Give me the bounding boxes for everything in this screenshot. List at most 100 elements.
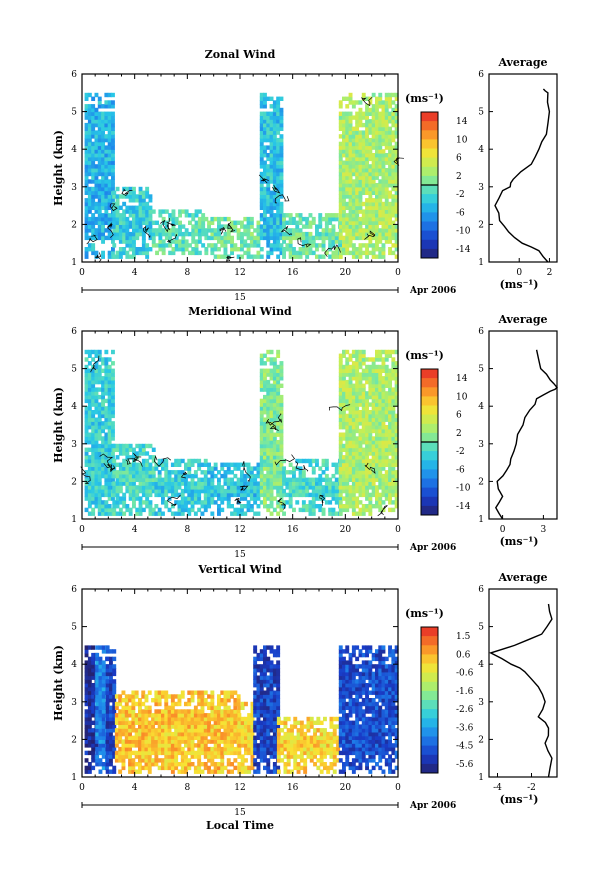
heatmap-cell <box>107 496 112 501</box>
heatmap-cell <box>368 492 373 498</box>
heatmap-cell <box>107 391 112 396</box>
heatmap-cell <box>381 387 386 392</box>
heatmap-cell <box>148 235 153 241</box>
heatmap-cell <box>375 164 379 169</box>
heatmap-cell <box>342 183 346 188</box>
heatmap-cell <box>292 235 296 241</box>
colorbar-swatch <box>421 185 438 195</box>
heatmap-cell <box>87 171 92 177</box>
heatmap-cell <box>388 402 392 407</box>
heatmap-cell <box>276 387 281 392</box>
heatmap-cell <box>371 376 376 381</box>
heatmap-cell <box>207 477 211 482</box>
heatmap-cell <box>338 145 343 150</box>
heatmap-cell <box>138 462 143 467</box>
heatmap-cell <box>230 243 234 248</box>
heatmap-cell <box>394 488 399 494</box>
heatmap-cell <box>331 235 336 241</box>
heatmap-cell <box>345 492 350 498</box>
heatmap-cell <box>361 186 366 192</box>
heatmap-cell <box>263 149 267 154</box>
x-tick-label: 0 <box>395 268 401 278</box>
heatmap-cell <box>381 201 386 207</box>
heatmap-cell <box>263 224 267 229</box>
heatmap-cell <box>324 231 329 237</box>
colorbar-tick-label: -6 <box>456 465 465 475</box>
heatmap-cell <box>375 488 379 494</box>
heatmap-cell <box>161 720 165 725</box>
heatmap-cell <box>266 137 271 143</box>
heatmap-cell <box>109 713 113 718</box>
heatmap-cell <box>345 122 350 128</box>
heatmap-cell <box>217 228 221 233</box>
heatmap-cell <box>105 701 110 707</box>
heatmap-cell <box>97 432 102 437</box>
heatmap-cell <box>114 716 119 722</box>
heatmap-cell <box>358 391 363 396</box>
heatmap-cell <box>161 477 165 482</box>
heatmap-cell <box>87 394 92 400</box>
heatmap-cell <box>94 186 99 192</box>
heatmap-cell <box>378 190 383 195</box>
heatmap-cell <box>384 455 389 460</box>
x-tick-label: 20 <box>340 525 352 535</box>
x-tick-label: 12 <box>234 525 245 535</box>
heatmap-cell <box>97 507 102 513</box>
heatmap-cell <box>269 220 274 225</box>
heatmap-cell <box>178 224 182 229</box>
heatmap-cell <box>111 92 115 98</box>
heatmap-cell <box>115 485 120 490</box>
colorbar-swatch <box>421 148 438 158</box>
heatmap-cell <box>259 100 264 105</box>
heatmap-cell <box>125 477 130 482</box>
heatmap-cell <box>328 235 333 241</box>
heatmap-cell <box>141 720 146 725</box>
heatmap-cell <box>345 235 350 241</box>
heatmap-cell <box>135 492 140 498</box>
heatmap-cell <box>190 754 195 759</box>
heatmap-cell <box>187 743 192 748</box>
heatmap-cell <box>91 387 96 392</box>
colorbar-tick-label: -14 <box>456 245 471 255</box>
heatmap-cell <box>276 402 281 407</box>
heatmap-cell <box>345 432 350 437</box>
heatmap-cell <box>87 205 92 210</box>
heatmap-cell <box>101 410 105 415</box>
colorbar-tick-label: 10 <box>456 392 468 402</box>
heatmap-cell <box>358 357 363 362</box>
heatmap-cell <box>334 235 339 241</box>
heatmap-cell <box>272 201 277 207</box>
heatmap-cell <box>381 481 386 486</box>
heatmap-cell <box>233 462 238 467</box>
heatmap-cell <box>342 164 346 169</box>
heatmap-cell <box>97 100 102 105</box>
heatmap-cell <box>210 713 215 718</box>
heatmap-cell <box>111 477 115 482</box>
heatmap-cell <box>184 720 188 725</box>
heatmap-cell <box>358 209 363 214</box>
heatmap-cell <box>334 488 339 494</box>
heatmap-cell <box>151 739 155 744</box>
heatmap-cell <box>174 754 179 759</box>
heatmap-cell <box>84 111 89 116</box>
heatmap-cell <box>107 458 112 464</box>
heatmap-cell <box>338 504 343 509</box>
heatmap-cell <box>154 716 159 722</box>
heatmap-cell <box>368 473 373 479</box>
heatmap-cell <box>358 115 363 120</box>
heatmap-cell <box>305 239 310 244</box>
colorbar-unit: (ms⁻¹) <box>405 92 444 105</box>
heatmap-cell <box>164 500 169 505</box>
heatmap-cell <box>391 440 396 445</box>
heatmap-cell <box>230 462 234 467</box>
heatmap-cell <box>324 462 329 467</box>
heatmap-cell <box>138 724 142 729</box>
heatmap-cell <box>217 488 221 494</box>
heatmap-cell <box>358 247 363 252</box>
heatmap-cell <box>109 660 113 665</box>
heatmap-cell <box>375 254 379 259</box>
heatmap-cell <box>388 458 392 464</box>
heatmap-cell <box>391 243 396 248</box>
heatmap-cell <box>308 504 313 509</box>
heatmap-cell <box>298 213 303 218</box>
